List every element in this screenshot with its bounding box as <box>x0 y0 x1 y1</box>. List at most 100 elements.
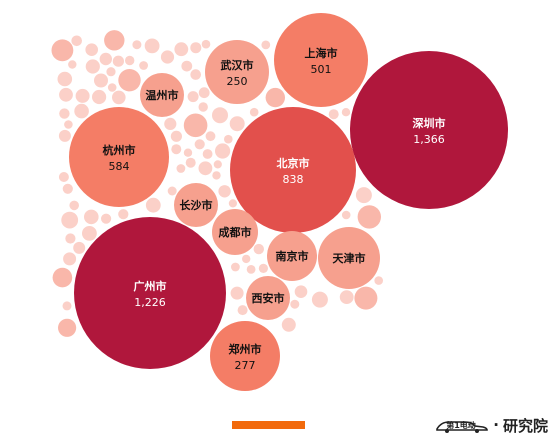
filler-bubble <box>63 252 77 266</box>
filler-bubble <box>57 71 73 87</box>
filler-bubble <box>62 183 73 194</box>
bubble-value: 277 <box>235 359 256 372</box>
bubble-value: 838 <box>283 173 304 186</box>
filler-bubble <box>99 52 113 66</box>
bubble-11: 西安市 <box>246 276 290 320</box>
bubble-circle <box>69 107 169 207</box>
filler-bubble <box>164 117 177 130</box>
filler-bubble <box>82 226 97 241</box>
filler-bubble <box>190 69 201 80</box>
bubble-10: 长沙市 <box>174 183 218 227</box>
bubble-3: 杭州市 584 <box>69 107 169 207</box>
filler-bubbles <box>51 30 384 337</box>
bubble-12: 温州市 <box>140 73 184 117</box>
bubble-label: 成都市 <box>219 225 252 239</box>
bubble-value: 1,366 <box>413 133 445 146</box>
filler-bubble <box>68 60 77 69</box>
filler-bubble <box>258 263 268 273</box>
bubble-value: 1,226 <box>134 296 166 309</box>
bubble-label: 杭州市 <box>103 143 136 157</box>
bubble-2: 北京市 838 <box>230 107 356 233</box>
filler-bubble <box>104 30 125 51</box>
filler-bubble <box>94 73 108 88</box>
filler-bubble <box>51 39 74 62</box>
filler-bubble <box>61 211 79 229</box>
bubble-label: 深圳市 <box>413 116 446 130</box>
filler-bubble <box>101 213 112 224</box>
filler-bubble <box>253 243 264 255</box>
filler-bubble <box>341 210 351 220</box>
filler-bubble <box>215 143 231 159</box>
filler-bubble <box>183 148 193 157</box>
filler-bubble <box>71 35 82 47</box>
filler-bubble <box>144 38 160 54</box>
bubble-circle <box>230 107 356 233</box>
filler-bubble <box>58 172 69 182</box>
filler-bubble <box>198 87 210 99</box>
bubble-circle <box>267 231 317 281</box>
bubble-circle <box>318 227 380 289</box>
bubble-circle <box>140 73 184 117</box>
filler-bubble <box>58 318 77 337</box>
filler-bubble <box>249 107 259 117</box>
filler-bubble <box>231 262 240 272</box>
filler-bubble <box>354 286 378 310</box>
filler-bubble <box>261 40 271 50</box>
filler-bubble <box>294 285 308 299</box>
filler-bubble <box>374 276 384 285</box>
bubble-label: 广州市 <box>134 279 167 293</box>
bubble-5: 郑州市 277 <box>210 321 280 391</box>
filler-bubble <box>59 87 73 102</box>
filler-bubble <box>85 43 98 56</box>
bubble-circle <box>210 321 280 391</box>
filler-bubble <box>341 108 351 117</box>
filler-bubble <box>187 91 199 103</box>
filler-bubble <box>69 200 79 211</box>
filler-bubble <box>198 161 213 176</box>
bubble-label: 温州市 <box>146 88 179 102</box>
bubble-label: 南京市 <box>276 249 309 263</box>
filler-bubble <box>183 113 208 138</box>
filler-bubble <box>59 108 70 119</box>
bubble-8: 南京市 <box>267 231 317 281</box>
filler-bubble <box>74 103 89 119</box>
filler-bubble <box>64 120 73 129</box>
filler-bubble <box>118 209 129 220</box>
filler-bubble <box>339 290 354 304</box>
filler-bubble <box>218 185 231 198</box>
filler-bubble <box>202 149 213 159</box>
filler-bubble <box>230 286 244 300</box>
bubble-circle <box>274 13 368 107</box>
bubble-1: 广州市 1,226 <box>74 217 226 369</box>
bubble-label: 西安市 <box>252 291 285 305</box>
bubble-label: 武汉市 <box>221 58 254 72</box>
bubble-4: 上海市 501 <box>274 13 368 107</box>
bubble-label: 天津市 <box>333 251 366 265</box>
bubble-label: 长沙市 <box>180 198 213 212</box>
filler-bubble <box>132 40 142 50</box>
car-logo-icon: 第1电动 <box>435 416 489 434</box>
city-bubbles: 深圳市 1,366 广州市 1,226 北京市 838 杭州市 584 上海市 501 郑州市 277… <box>69 13 508 391</box>
filler-bubble <box>176 164 186 173</box>
bubble-circle <box>205 40 269 104</box>
filler-bubble <box>85 59 100 74</box>
filler-bubble <box>170 130 182 142</box>
filler-bubble <box>212 107 228 124</box>
filler-bubble <box>229 116 245 132</box>
filler-bubble <box>194 139 205 150</box>
bubble-value: 501 <box>311 63 332 76</box>
filler-bubble <box>357 205 381 229</box>
filler-bubble <box>174 42 189 57</box>
bubble-value: 250 <box>227 75 248 88</box>
accent-bar <box>232 421 305 429</box>
bubble-9: 成都市 <box>212 209 258 255</box>
filler-bubble <box>145 197 161 213</box>
filler-bubble <box>92 89 107 105</box>
filler-bubble <box>125 55 135 66</box>
filler-bubble <box>73 241 86 254</box>
filler-bubble <box>181 60 193 72</box>
filler-bubble <box>328 109 339 120</box>
filler-bubble <box>52 267 73 288</box>
watermark: 第1电动 · 研究院 <box>435 415 548 435</box>
